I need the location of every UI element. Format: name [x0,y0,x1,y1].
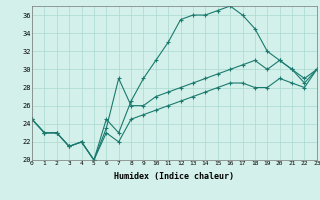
X-axis label: Humidex (Indice chaleur): Humidex (Indice chaleur) [115,172,234,181]
